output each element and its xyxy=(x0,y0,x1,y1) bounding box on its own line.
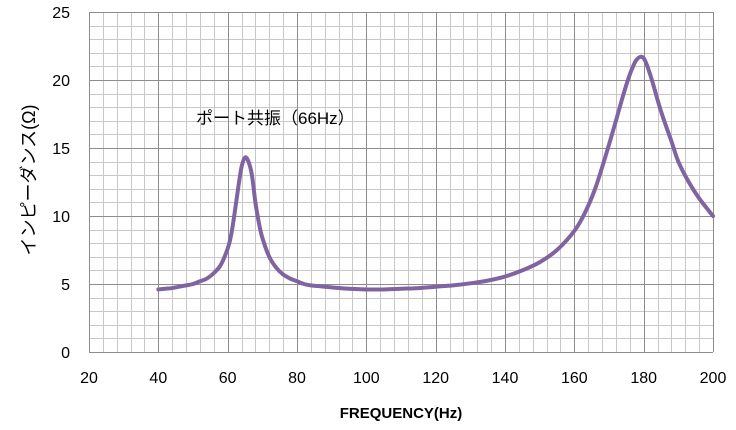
x-tick-label: 200 xyxy=(700,370,727,387)
y-tick-label: 0 xyxy=(61,345,70,362)
x-tick-label: 100 xyxy=(353,370,380,387)
y-tick-label: 25 xyxy=(52,5,70,22)
impedance-series-line xyxy=(156,54,715,292)
x-tick-label: 120 xyxy=(422,370,449,387)
y-tick-labels: 0 5 10 15 20 25 xyxy=(52,5,70,362)
x-axis-title: FREQUENCY(Hz) xyxy=(340,405,463,422)
x-tick-labels: 20 40 60 80 100 120 140 160 180 200 xyxy=(80,370,726,387)
x-tick-label: 40 xyxy=(149,370,167,387)
minor-grid xyxy=(89,12,714,353)
x-tick-label: 180 xyxy=(630,370,657,387)
y-tick-label: 15 xyxy=(52,141,70,158)
y-tick-label: 5 xyxy=(61,277,70,294)
y-tick-label: 20 xyxy=(52,73,70,90)
series-layer xyxy=(156,54,715,292)
x-tick-label: 60 xyxy=(219,370,237,387)
y-tick-label: 10 xyxy=(52,209,70,226)
major-grid xyxy=(89,12,714,353)
x-tick-label: 160 xyxy=(561,370,588,387)
annotation-port-resonance: ポート共振（66Hz） xyxy=(196,109,355,128)
x-tick-label: 80 xyxy=(288,370,306,387)
x-tick-label: 20 xyxy=(80,370,98,387)
x-tick-label: 140 xyxy=(492,370,519,387)
y-axis-title: インピーダンス(Ω) xyxy=(19,104,39,255)
